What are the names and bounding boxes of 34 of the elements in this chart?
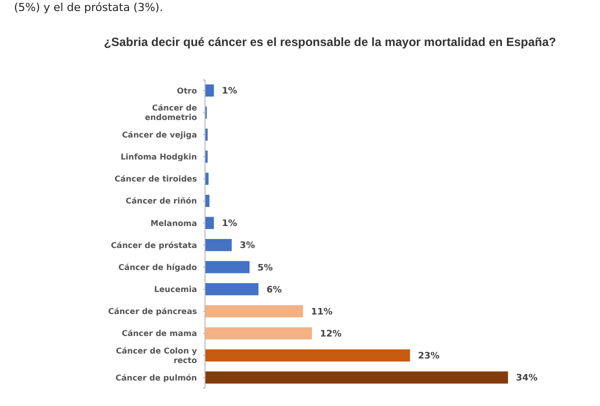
- bar: [205, 261, 250, 274]
- y-tick-label: Cáncer de tiroides: [114, 174, 198, 184]
- y-tick-label: Otro: [176, 86, 198, 96]
- bar: [205, 238, 232, 252]
- y-tick-label: Cáncer de Colon y recto: [116, 346, 198, 365]
- data-label: 1%: [222, 219, 238, 230]
- y-tick-label: Cáncer de mama: [122, 329, 197, 338]
- data-label: 23%: [418, 352, 440, 362]
- y-tick-label: Cáncer de páncreas: [108, 307, 198, 316]
- y-tick-label: Cáncer de próstata: [110, 240, 197, 250]
- data-label: 5%: [258, 263, 273, 274]
- bar: [205, 84, 214, 97]
- y-tick-label: Cáncer de pulmón: [116, 373, 198, 382]
- text: (5%) y el de próstata (3%).: [14, 1, 163, 14]
- bar: [205, 371, 508, 384]
- chart-title: ¿Sabria decir qué cáncer es el responsable de la mayor mortalidad en España?: [104, 35, 556, 49]
- data-label: 3%: [240, 241, 256, 252]
- y-tick-label: Linfoma Hodgkin: [120, 152, 198, 162]
- data-label: 1%: [222, 86, 238, 97]
- bar: [205, 349, 410, 362]
- y-tick-label: Cáncer de vejiga: [122, 130, 197, 140]
- y-tick-label: Cáncer de hígado: [118, 262, 198, 272]
- bar: [205, 283, 258, 296]
- y-tick-label: Leucemia: [154, 284, 197, 294]
- bar: [205, 305, 304, 318]
- data-label: 6%: [266, 285, 282, 296]
- y-tick-label: Cáncer de riñón: [126, 196, 198, 206]
- data-label: 11%: [311, 307, 333, 318]
- bar: [205, 216, 214, 230]
- bar: [205, 327, 312, 340]
- y-tick-label: Cáncer de endometrio: [144, 104, 198, 122]
- data-label: 34%: [516, 374, 538, 384]
- y-tick-label: Melanoma: [150, 218, 197, 228]
- data-label: 12%: [320, 330, 342, 340]
